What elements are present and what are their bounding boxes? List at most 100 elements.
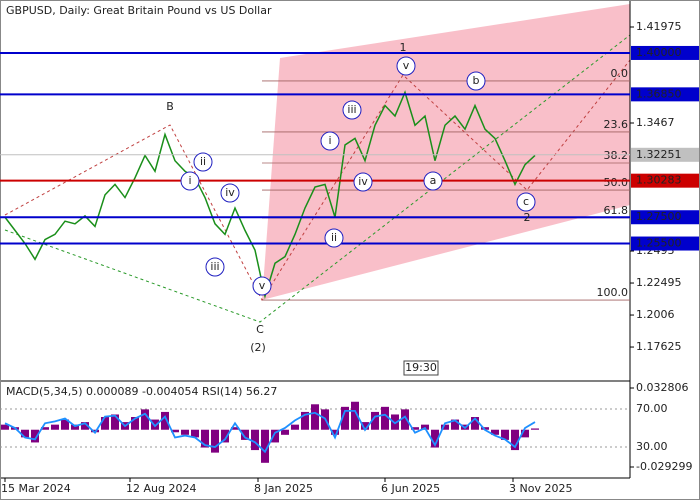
- macd-bar: [61, 419, 69, 430]
- wave-label: ii: [200, 155, 206, 168]
- wave-circle: [466, 71, 486, 91]
- macd-bar: [371, 411, 379, 430]
- fib-label: 38.2: [604, 149, 629, 162]
- wave-label: i: [328, 134, 331, 147]
- level-box: [631, 147, 699, 162]
- macd-bar: [41, 427, 49, 430]
- wave-circle: [193, 152, 213, 172]
- wave-label: (2): [250, 341, 266, 354]
- wave-label: B: [166, 100, 174, 113]
- macd-bar: [341, 406, 349, 430]
- macd-bar: [411, 427, 419, 430]
- macd-bar: [101, 417, 109, 430]
- macd-bar: [151, 419, 159, 430]
- macd-bar: [241, 429, 249, 440]
- wave-label: iv: [225, 186, 235, 199]
- x-tick-label: 6 Jun 2025: [381, 482, 440, 495]
- macd-bar: [481, 427, 489, 430]
- rsi-tick-label: 70.00: [636, 402, 668, 415]
- macd-bar: [51, 424, 59, 430]
- fib-label: 50.0: [604, 176, 629, 189]
- price-channel: [262, 4, 630, 300]
- y-tick-label: 1.2006: [636, 308, 675, 321]
- wave-circle: [396, 56, 416, 76]
- macd-bar: [161, 411, 169, 430]
- y-tick-label: 1.3467: [636, 116, 675, 129]
- macd-bar: [231, 427, 239, 430]
- level-label: 1.40000: [636, 46, 682, 59]
- wave-label: C: [256, 323, 264, 336]
- level-label: 1.36850: [636, 87, 682, 100]
- macd-bar: [181, 429, 189, 435]
- indicator-label: MACD(5,34,5) 0.000089 -0.004054 RSI(14) …: [6, 385, 277, 398]
- wave-circle: [423, 171, 443, 191]
- macd-bar: [431, 429, 439, 448]
- wave-circle: [220, 183, 240, 203]
- macd-bar: [221, 429, 229, 443]
- fib-label: 23.6: [604, 118, 629, 131]
- macd-bar: [291, 424, 299, 430]
- macd-bar: [111, 414, 119, 430]
- y-tick-label: 1.17625: [636, 340, 682, 353]
- level-box: [631, 173, 699, 188]
- y-tick-label: 1.22495: [636, 276, 682, 289]
- macd-bar: [251, 429, 259, 451]
- wave-label: v: [259, 279, 266, 292]
- x-tick-label: 12 Aug 2024: [126, 482, 196, 495]
- macd-bar: [301, 411, 309, 430]
- level-box: [631, 45, 699, 60]
- wave-circle: [180, 171, 200, 191]
- level-box: [631, 236, 699, 251]
- x-tick-label: 3 Nov 2025: [509, 482, 572, 495]
- level-box: [631, 210, 699, 225]
- macd-tick-label: -0.029299: [636, 460, 692, 473]
- macd-bar: [491, 429, 499, 435]
- rsi-tick-label: 30.00: [636, 440, 668, 453]
- macd-bar: [91, 429, 99, 433]
- macd-bar: [81, 422, 89, 430]
- macd-bar: [451, 419, 459, 430]
- wave-circle: [324, 228, 344, 248]
- level-label: 1.32251: [636, 148, 682, 161]
- macd-bar: [211, 429, 219, 453]
- macd-bar: [191, 429, 199, 438]
- macd-bar: [71, 424, 79, 430]
- level-label: 1.30283: [636, 174, 682, 187]
- macd-bar: [381, 406, 389, 430]
- wave-circle: [342, 100, 362, 120]
- wave-label: a: [430, 174, 437, 187]
- macd-bar: [351, 401, 359, 430]
- chart-title: GBPUSD, Daily: Great Britain Pound vs US…: [6, 4, 272, 17]
- timestamp-box: [403, 360, 439, 376]
- wave-circle: [516, 192, 536, 212]
- macd-bar: [521, 429, 529, 438]
- macd-bar: [131, 417, 139, 430]
- wave-path: [4, 59, 631, 302]
- wave-label: c: [523, 195, 529, 208]
- macd-bar: [361, 422, 369, 430]
- macd-bar: [531, 428, 539, 430]
- macd-bar: [281, 429, 289, 435]
- wave-circle: [353, 172, 373, 192]
- macd-bar: [1, 424, 9, 430]
- wave-label: ii: [331, 231, 337, 244]
- wave-label: v: [403, 59, 410, 72]
- wave-label: iii: [210, 260, 219, 273]
- fib-label: 100.0: [597, 286, 629, 299]
- macd-bar: [311, 404, 319, 430]
- macd-bar: [261, 429, 269, 463]
- rsi-line: [4, 409, 536, 454]
- x-tick-label: 8 Jan 2025: [254, 482, 313, 495]
- wave-label: iv: [358, 175, 368, 188]
- macd-bar: [271, 429, 279, 443]
- level-label: 1.27500: [636, 210, 682, 223]
- wave-label: iii: [347, 103, 356, 116]
- macd-bar: [141, 409, 149, 430]
- wave-label: i: [188, 174, 191, 187]
- y-tick-label: 1.41975: [636, 20, 682, 33]
- x-tick-label: 15 Mar 2024: [1, 482, 71, 495]
- wave-circle: [205, 257, 225, 277]
- level-label: 1.25500: [636, 237, 682, 250]
